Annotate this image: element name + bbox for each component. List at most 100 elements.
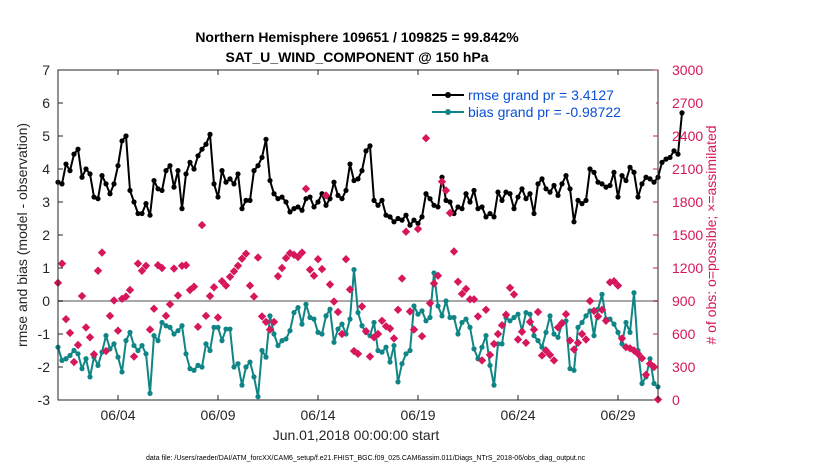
obs-marker xyxy=(297,248,307,257)
obs-marker xyxy=(421,134,431,143)
obs-marker xyxy=(365,352,375,361)
obs-marker xyxy=(341,255,351,264)
rmse-point xyxy=(651,179,657,185)
rmse-point xyxy=(583,197,589,203)
bias-point xyxy=(375,347,381,354)
rmse-point xyxy=(143,201,149,207)
bias-point xyxy=(211,324,217,330)
obs-marker xyxy=(461,284,471,294)
obs-marker xyxy=(405,307,415,316)
rmse-point xyxy=(635,194,641,200)
rmse-point xyxy=(475,206,481,212)
rmse-point xyxy=(99,173,105,179)
rmse-point xyxy=(343,187,349,194)
bias-point xyxy=(231,364,237,370)
bias-point xyxy=(631,290,637,296)
bias-point xyxy=(443,298,449,304)
bias-point xyxy=(311,316,317,322)
rmse-point xyxy=(75,146,81,152)
bias-point xyxy=(79,366,85,372)
rmse-point xyxy=(591,169,597,175)
obs-marker xyxy=(169,264,179,273)
bias-point xyxy=(439,313,445,319)
obs-marker xyxy=(149,304,159,313)
bias-point xyxy=(247,359,253,365)
rmse-point xyxy=(367,143,373,149)
rmse-point xyxy=(91,194,97,200)
bias-point xyxy=(419,308,425,314)
obs-marker xyxy=(205,291,215,301)
obs-marker xyxy=(93,266,103,275)
obs-marker xyxy=(597,305,607,314)
bias-point xyxy=(215,324,221,330)
obs-marker xyxy=(225,272,235,281)
rmse-point xyxy=(515,194,521,200)
obs-marker xyxy=(561,310,571,319)
rmse-point xyxy=(623,177,629,184)
obs-marker xyxy=(489,339,499,349)
rmse-point xyxy=(639,181,645,187)
bias-point xyxy=(83,356,89,362)
legend: rmse grand pr = 3.4127 bias grand pr = -… xyxy=(426,82,656,126)
bias-point xyxy=(275,342,281,349)
bias-point xyxy=(159,319,165,326)
obs-marker xyxy=(577,329,587,339)
obs-marker xyxy=(317,264,327,274)
y2-tick-label: 0 xyxy=(672,392,680,408)
rmse-point xyxy=(391,219,397,225)
y2-tick-label: 1500 xyxy=(672,227,703,243)
bias-point xyxy=(407,347,413,354)
obs-marker xyxy=(137,266,147,275)
rmse-point xyxy=(63,161,69,167)
rmse-point xyxy=(675,151,681,157)
rmse-point xyxy=(283,199,289,205)
bias-point xyxy=(307,314,313,321)
obs-marker xyxy=(361,327,371,336)
legend-box xyxy=(426,82,656,126)
y2-tick-label: 600 xyxy=(672,326,696,342)
obs-marker xyxy=(305,265,315,274)
y2-tick-label: 1200 xyxy=(672,260,703,276)
obs-marker xyxy=(409,325,419,334)
rmse-point xyxy=(147,212,153,218)
rmse-point xyxy=(311,204,317,210)
obs-marker xyxy=(429,279,439,288)
rmse-point xyxy=(223,179,229,185)
rmse-point xyxy=(603,184,609,190)
bias-point xyxy=(243,364,249,370)
rmse-point xyxy=(667,154,673,161)
obs-marker xyxy=(389,334,399,343)
obs-marker xyxy=(521,338,531,347)
bias-point xyxy=(171,331,177,337)
bias-point xyxy=(295,305,301,311)
rmse-point xyxy=(151,177,157,184)
obs-marker xyxy=(97,248,107,257)
bias-point xyxy=(347,316,353,322)
bias-point xyxy=(387,359,393,365)
bias-point xyxy=(391,342,397,349)
obs-marker xyxy=(293,252,303,262)
obs-marker xyxy=(61,314,71,324)
obs-marker xyxy=(265,325,275,334)
obs-marker xyxy=(125,285,135,295)
rmse-point xyxy=(247,197,253,203)
obs-marker xyxy=(321,191,331,200)
rmse-point xyxy=(207,131,213,137)
rmse-point xyxy=(459,206,465,212)
rmse-point xyxy=(371,197,377,203)
bias-point xyxy=(463,316,469,322)
rmse-point xyxy=(619,173,625,179)
rmse-point xyxy=(67,168,73,174)
rmse-point xyxy=(539,176,545,182)
rmse-point xyxy=(303,196,309,202)
bias-point xyxy=(219,338,225,344)
bias-point xyxy=(415,311,421,317)
obs-marker xyxy=(325,280,335,289)
obs-marker xyxy=(637,354,647,363)
rmse-point xyxy=(163,168,169,174)
rmse-point xyxy=(491,214,497,220)
bias-point xyxy=(651,380,657,387)
legend-rmse-label: rmse grand pr = 3.4127 xyxy=(468,87,614,103)
rmse-point xyxy=(523,196,529,202)
rmse-point xyxy=(295,204,301,210)
